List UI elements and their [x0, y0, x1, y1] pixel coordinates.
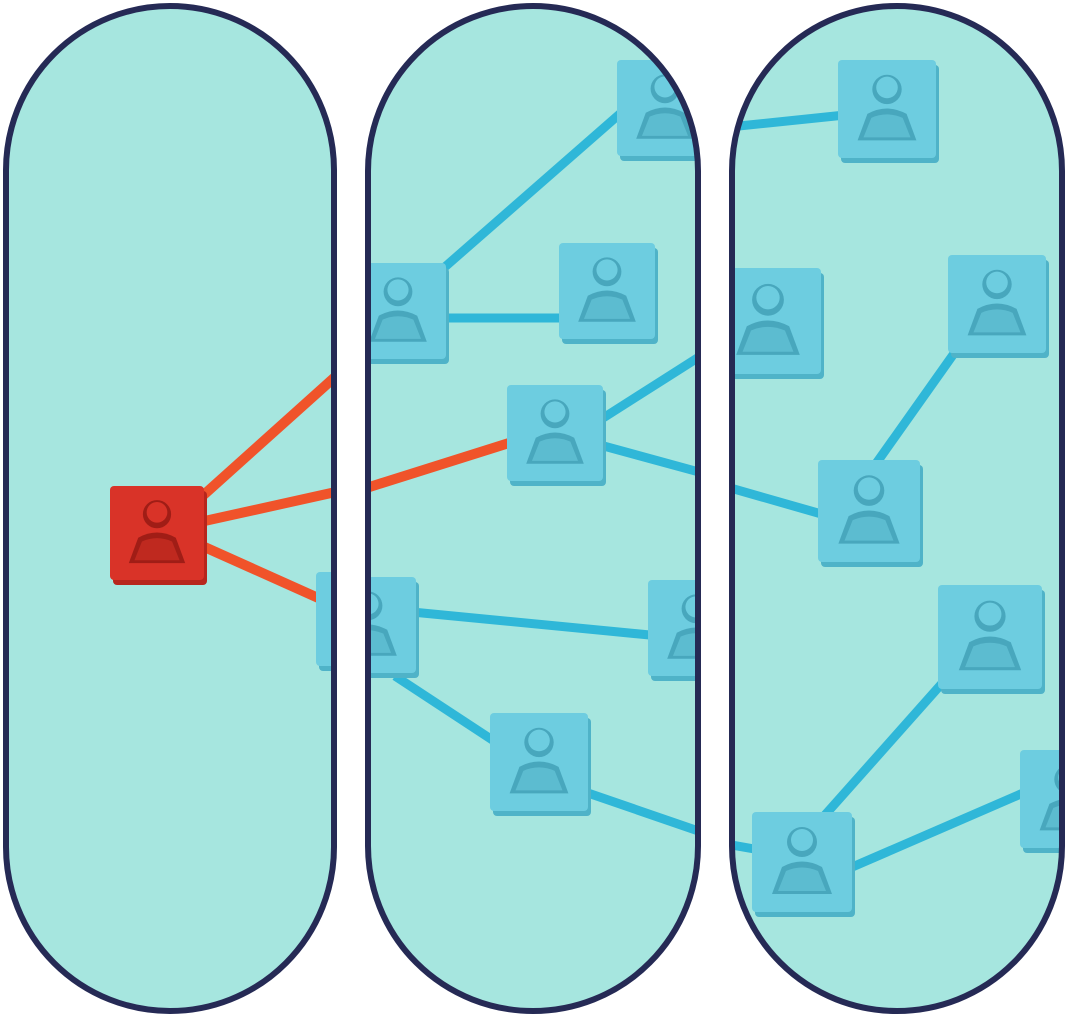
person-tile-icon [818, 460, 923, 567]
middle-panel-frame [365, 3, 701, 1014]
person-tile-icon [948, 255, 1049, 358]
middle-panel-connections [368, 101, 698, 840]
middle-panel-paper [368, 6, 698, 1011]
person-tile-icon [732, 268, 824, 379]
left-panel-nodes [110, 486, 334, 671]
person-tile-icon [752, 812, 855, 917]
person-tile-icon [938, 585, 1045, 694]
person-tile-icon [559, 243, 658, 344]
person-tile-icon [838, 60, 939, 163]
middle-panel [365, 3, 701, 1014]
person-tile-icon [490, 713, 591, 816]
left-panel-frame [3, 3, 337, 1014]
right-panel-frame [729, 3, 1065, 1014]
left-panel [3, 3, 337, 1014]
right-panel [729, 3, 1065, 1014]
middle-panel-nodes [368, 60, 698, 816]
right-panel-nodes [732, 60, 1062, 917]
person-tile-icon [507, 385, 606, 486]
person-tile-icon [368, 263, 449, 364]
person-tile-red-icon [110, 486, 207, 585]
